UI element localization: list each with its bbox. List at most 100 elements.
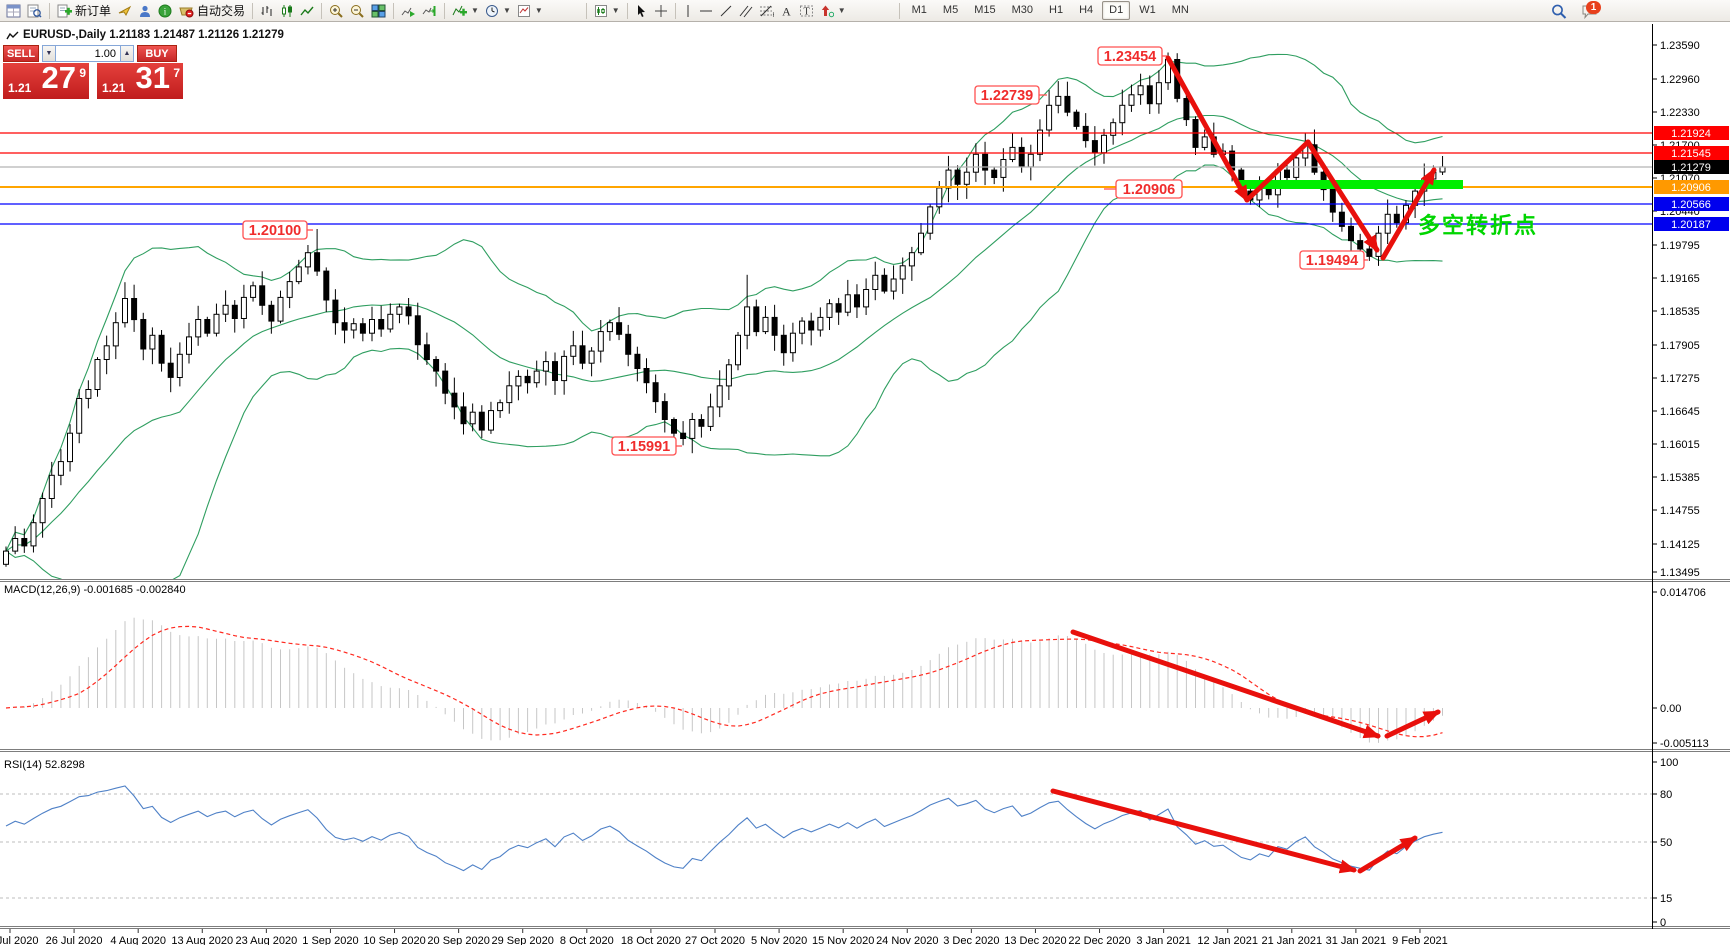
- autotrading-button[interactable]: 自动交易: [175, 1, 248, 20]
- sell-button[interactable]: SELL: [3, 45, 39, 62]
- volume-increase-button[interactable]: ▲: [120, 45, 134, 62]
- price-chart-svg[interactable]: 1.23454 1.22739 1.20906 1.20100 1.15991 1.194…: [0, 22, 1730, 945]
- toolbar-separator: [252, 2, 254, 19]
- svg-text:24 Nov 2020: 24 Nov 2020: [876, 935, 938, 945]
- toolbar-right-group: 1: [1548, 0, 1601, 22]
- timeframe-M1[interactable]: M1: [911, 4, 927, 16]
- symbol-ohlc-line: EURUSD-,Daily 1.21183 1.21487 1.21126 1.…: [6, 29, 284, 41]
- zoom-in-icon: [330, 4, 343, 18]
- bollinger-bands: [5, 53, 1443, 579]
- timeframe-W1[interactable]: W1: [1139, 4, 1156, 16]
- volume-decrease-button[interactable]: ▼: [42, 45, 56, 62]
- macd-histogram: [5, 617, 1443, 743]
- timeframe-H1[interactable]: H1: [1049, 4, 1064, 16]
- svg-text:1.22739: 1.22739: [981, 88, 1033, 104]
- rsi-arrows: [1050, 788, 1418, 874]
- zoom-out-button[interactable]: [347, 1, 368, 20]
- svg-text:8 Oct 2020: 8 Oct 2020: [560, 935, 614, 945]
- label-tool-button[interactable]: T: [796, 1, 817, 20]
- svg-text:22 Dec 2020: 22 Dec 2020: [1068, 935, 1130, 945]
- channel-tool-button[interactable]: [736, 1, 756, 20]
- search-button[interactable]: [1548, 2, 1570, 21]
- equidistant-channel-icon: [739, 5, 753, 17]
- timeframe-MN[interactable]: MN: [1171, 4, 1189, 16]
- sell-price-pipette: 9: [79, 66, 86, 80]
- crosshair-tool-button[interactable]: [651, 1, 671, 20]
- svg-text:1.17905: 1.17905: [1660, 340, 1700, 352]
- sell-price-box[interactable]: 1.21 27 9: [3, 60, 89, 99]
- notifications-button[interactable]: 1: [1578, 0, 1601, 21]
- toolbar-separator: [585, 2, 587, 19]
- svg-text:1.16015: 1.16015: [1660, 439, 1700, 451]
- chart-shift-button[interactable]: [419, 1, 440, 20]
- svg-text:15: 15: [1660, 893, 1672, 905]
- data-window-button[interactable]: [24, 1, 45, 20]
- alerts-button[interactable]: i: [155, 1, 175, 20]
- chart-shift-icon: [422, 5, 436, 16]
- text-tool-button[interactable]: A: [777, 1, 796, 20]
- buy-price-box[interactable]: 1.21 31 7: [97, 60, 183, 99]
- data-window-icon: [27, 4, 42, 18]
- svg-text:26 Jul 2020: 26 Jul 2020: [46, 935, 103, 945]
- toolbar-separator: [444, 2, 446, 19]
- speaker-icon: i: [158, 4, 172, 17]
- rsi-indicator-label: RSI(14) 52.8298: [4, 759, 85, 771]
- svg-text:1.22960: 1.22960: [1660, 74, 1700, 86]
- charts-list-button[interactable]: ▼: [591, 1, 623, 20]
- navigator-button[interactable]: [114, 1, 135, 20]
- line-chart-icon: [300, 6, 314, 15]
- fibonacci-icon: F: [759, 5, 774, 18]
- timeframe-D1[interactable]: D1: [1102, 1, 1131, 20]
- trend-arrows: [1165, 55, 1437, 261]
- terminal-button[interactable]: [135, 1, 155, 20]
- text-icon: A: [782, 4, 791, 18]
- periods-button[interactable]: ▼: [482, 1, 514, 20]
- timeframe-M5[interactable]: M5: [942, 4, 959, 16]
- tile-windows-button[interactable]: [368, 1, 389, 20]
- svg-text:1.20906: 1.20906: [1671, 182, 1711, 194]
- fibonacci-tool-button[interactable]: F: [756, 1, 777, 20]
- svg-text:9 Feb 2021: 9 Feb 2021: [1392, 935, 1448, 945]
- arrows-tool-button[interactable]: ▼: [817, 1, 849, 20]
- cursor-tool-button[interactable]: [632, 1, 651, 20]
- dropdown-arrow-icon: ▼: [837, 6, 846, 15]
- buy-button[interactable]: BUY: [137, 45, 177, 62]
- auto-scroll-icon: [401, 7, 416, 17]
- buy-price-big: 31: [135, 60, 170, 95]
- bar-chart-button[interactable]: [257, 1, 277, 20]
- tile-windows-icon: [371, 4, 386, 17]
- candlestick-chart-button[interactable]: [277, 1, 297, 20]
- vertical-line-tool-button[interactable]: [680, 1, 696, 20]
- timeframe-H4[interactable]: H4: [1079, 4, 1094, 16]
- volume-input[interactable]: [56, 45, 120, 62]
- timeframe-toolbar: M1 M5 M15 M30 H1 H4 D1 W1 MN: [904, 1, 1197, 20]
- svg-text:10 Sep 2020: 10 Sep 2020: [363, 935, 425, 945]
- svg-text:1.19795: 1.19795: [1660, 240, 1700, 252]
- svg-text:1.19165: 1.19165: [1660, 273, 1700, 285]
- horizontal-line-tool-button[interactable]: [696, 1, 716, 20]
- svg-text:29 Sep 2020: 29 Sep 2020: [492, 935, 554, 945]
- text-label-icon: T: [799, 5, 813, 17]
- timeframe-M15[interactable]: M15: [974, 4, 996, 16]
- new-order-icon: [57, 4, 72, 17]
- line-chart-button[interactable]: [297, 1, 317, 20]
- timeframe-M30[interactable]: M30: [1011, 4, 1034, 16]
- auto-scroll-button[interactable]: [398, 1, 419, 20]
- zoom-out-icon: [351, 4, 364, 18]
- svg-text:12 Jan 2021: 12 Jan 2021: [1197, 935, 1258, 945]
- svg-text:1.20100: 1.20100: [249, 223, 301, 239]
- market-watch-button[interactable]: [3, 1, 24, 20]
- svg-text:13 Aug 2020: 13 Aug 2020: [171, 935, 233, 945]
- svg-text:1.20906: 1.20906: [1123, 182, 1175, 198]
- zoom-in-button[interactable]: [326, 1, 347, 20]
- date-axis: 16 Jul 2020 26 Jul 2020 4 Aug 2020 13 Aug 2…: [0, 929, 1448, 945]
- indicators-button[interactable]: ▼: [449, 1, 482, 20]
- new-order-label: 新订单: [75, 4, 112, 18]
- new-order-button[interactable]: 新订单: [54, 1, 114, 20]
- svg-text:A: A: [782, 4, 791, 18]
- dropdown-arrow-icon: ▼: [534, 6, 543, 15]
- chart-area[interactable]: 1.23454 1.22739 1.20906 1.20100 1.15991 1.194…: [0, 22, 1730, 945]
- trendline-tool-button[interactable]: [716, 1, 736, 20]
- templates-button[interactable]: ▼: [514, 1, 546, 20]
